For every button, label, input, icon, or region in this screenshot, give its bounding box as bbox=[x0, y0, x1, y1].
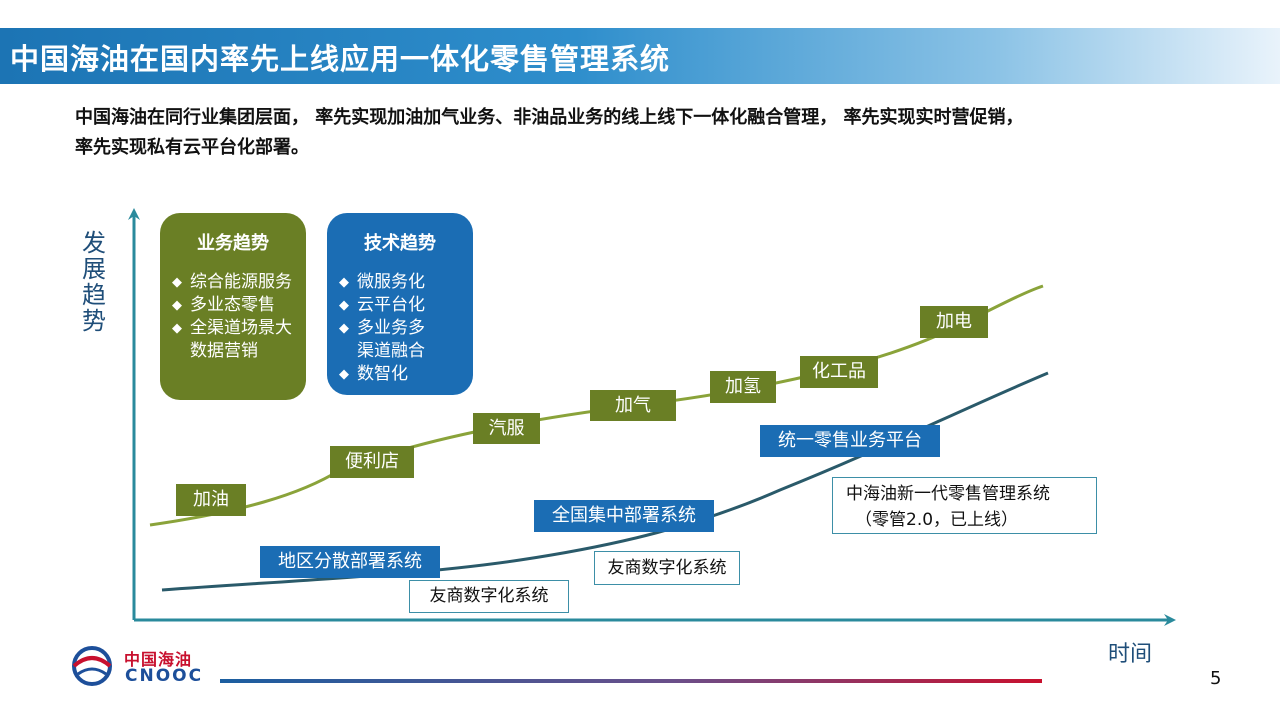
diamond-bullet-icon: ◆ bbox=[172, 298, 182, 313]
system-national-deployment: 全国集中部署系统 bbox=[534, 500, 714, 532]
tech-trend-item: ◆ 微服务化 bbox=[331, 271, 471, 294]
y-axis-label: 发 展 趋 势 bbox=[80, 230, 108, 334]
y-axis-char: 发 bbox=[82, 229, 106, 257]
milestone-gas: 加气 bbox=[590, 390, 676, 421]
business-trend-item: ◆ 全渠道场景大 数据营销 bbox=[164, 317, 304, 363]
milestone-auto-service: 汽服 bbox=[473, 413, 540, 444]
tech-trend-text: 云平台化 bbox=[357, 295, 425, 315]
diamond-bullet-icon: ◆ bbox=[339, 321, 349, 336]
title-bar: 中国海油在国内率先上线应用一体化零售管理系统 bbox=[0, 28, 1280, 84]
business-trend-text: 多业态零售 bbox=[190, 295, 275, 315]
tech-trend-item: ◆ 多业务多 渠道融合 bbox=[331, 317, 471, 363]
y-axis-char: 势 bbox=[82, 307, 106, 335]
tech-trends-title: 技术趋势 bbox=[364, 233, 436, 254]
y-axis-char: 展 bbox=[82, 255, 106, 283]
tech-trend-item: ◆ 数智化 bbox=[331, 363, 471, 386]
page-number: 5 bbox=[1210, 668, 1222, 689]
business-trends-title: 业务趋势 bbox=[197, 233, 269, 254]
business-trend-text: 全渠道场景大 数据营销 bbox=[190, 318, 292, 361]
new-system-line-1: 中海油新一代零售管理系统 bbox=[846, 484, 1050, 504]
new-system-line-2: （零管2.0，已上线） bbox=[855, 510, 1019, 530]
page-title: 中国海油在国内率先上线应用一体化零售管理系统 bbox=[10, 42, 671, 76]
diamond-bullet-icon: ◆ bbox=[339, 367, 349, 382]
milestone-chemicals: 化工品 bbox=[800, 356, 878, 388]
intro-paragraph: 中国海油在同行业集团层面， 率先实现加油加气业务、非油品业务的线上线下一体化融合… bbox=[75, 103, 1185, 163]
milestone-fuel: 加油 bbox=[176, 484, 246, 516]
cnooc-logo: 中国海油 CNOOC bbox=[68, 644, 218, 688]
new-retail-system-box: 中海油新一代零售管理系统 （零管2.0，已上线） bbox=[832, 477, 1097, 534]
milestone-ev-charging: 加电 bbox=[920, 306, 988, 338]
diamond-bullet-icon: ◆ bbox=[339, 275, 349, 290]
business-trend-text: 综合能源服务 bbox=[190, 272, 292, 292]
competitor-system-label: 友商数字化系统 bbox=[409, 580, 569, 613]
logo-chinese-text: 中国海油 bbox=[124, 650, 193, 669]
cnooc-emblem-icon bbox=[72, 646, 112, 686]
tech-trend-item: ◆ 云平台化 bbox=[331, 294, 471, 317]
tech-trends-box: 技术趋势 ◆ 微服务化 ◆ 云平台化 ◆ 多业务多 渠道融合 ◆ 数智化 bbox=[327, 213, 473, 395]
business-trend-item: ◆ 综合能源服务 bbox=[164, 271, 304, 294]
intro-line-2: 率先实现私有云平台化部署。 bbox=[75, 137, 309, 158]
intro-line-1: 中国海油在同行业集团层面， 率先实现加油加气业务、非油品业务的线上线下一体化融合… bbox=[75, 107, 1024, 128]
tech-trend-text: 多业务多 渠道融合 bbox=[357, 318, 425, 361]
system-unified-platform: 统一零售业务平台 bbox=[760, 425, 940, 457]
milestone-convenience-store: 便利店 bbox=[330, 446, 414, 478]
tech-trend-text: 微服务化 bbox=[357, 272, 425, 292]
footer-divider bbox=[220, 679, 1042, 683]
business-trends-list: ◆ 综合能源服务 ◆ 多业态零售 ◆ 全渠道场景大 数据营销 bbox=[164, 271, 304, 363]
business-trends-box: 业务趋势 ◆ 综合能源服务 ◆ 多业态零售 ◆ 全渠道场景大 数据营销 bbox=[160, 213, 306, 400]
y-axis-char: 趋 bbox=[82, 281, 106, 309]
competitor-system-label: 友商数字化系统 bbox=[594, 551, 740, 585]
tech-trend-text: 数智化 bbox=[357, 364, 408, 384]
logo-english-text: CNOOC bbox=[125, 666, 204, 686]
system-regional-deployment: 地区分散部署系统 bbox=[260, 546, 440, 578]
diamond-bullet-icon: ◆ bbox=[339, 298, 349, 313]
x-axis-label: 时间 bbox=[1108, 642, 1153, 667]
diamond-bullet-icon: ◆ bbox=[172, 321, 182, 336]
milestone-hydrogen: 加氢 bbox=[710, 371, 776, 403]
business-trend-item: ◆ 多业态零售 bbox=[164, 294, 304, 317]
diamond-bullet-icon: ◆ bbox=[172, 275, 182, 290]
tech-trends-list: ◆ 微服务化 ◆ 云平台化 ◆ 多业务多 渠道融合 ◆ 数智化 bbox=[331, 271, 471, 386]
